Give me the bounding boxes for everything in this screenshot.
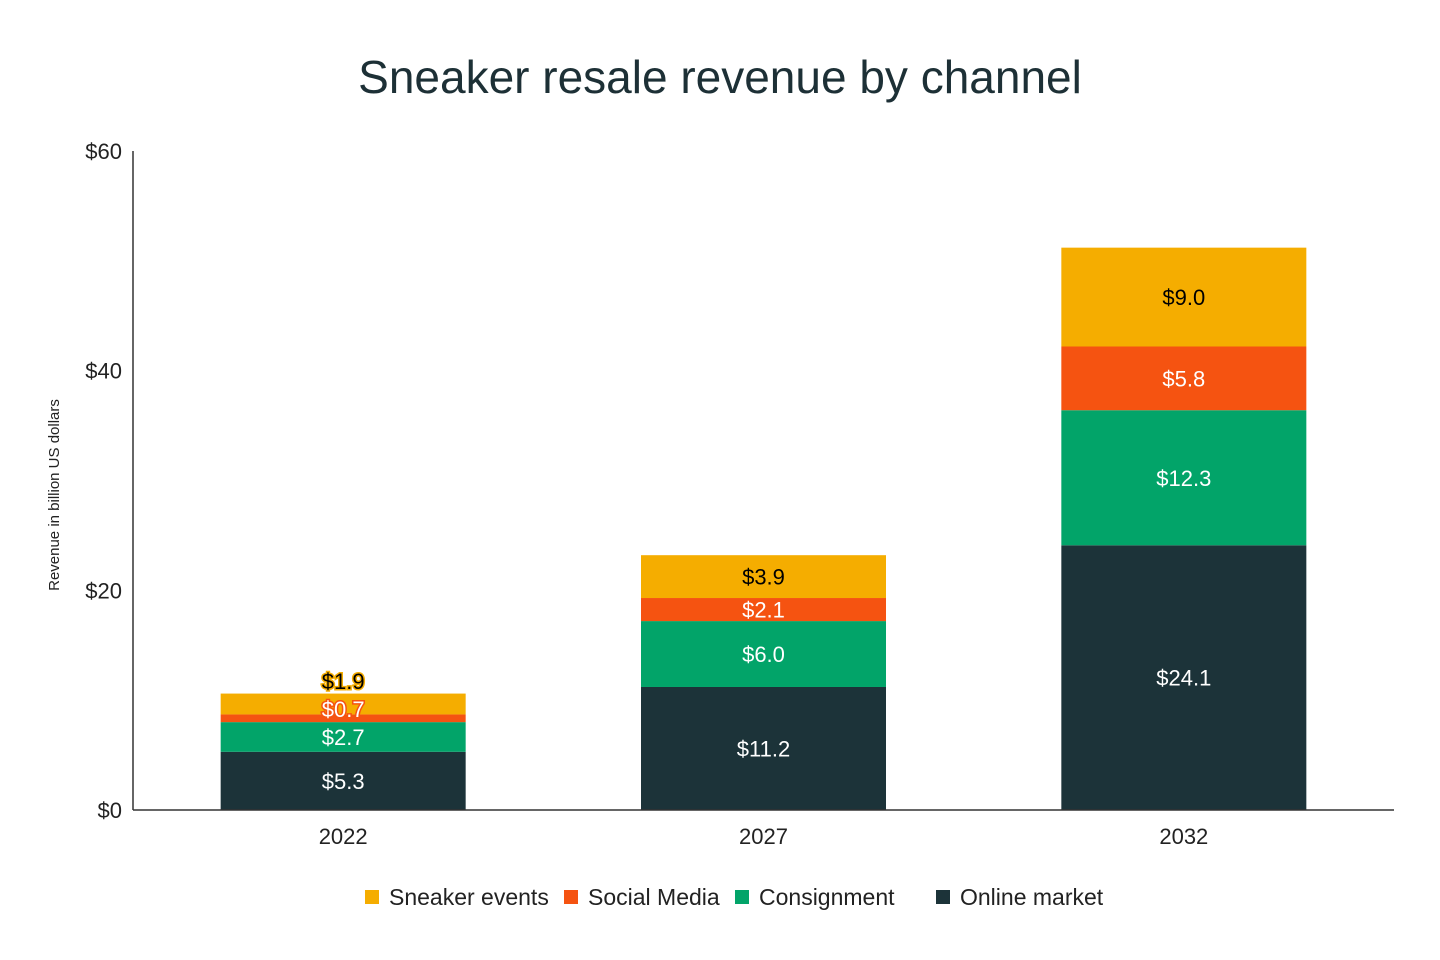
y-axis-label: Revenue in billion US dollars bbox=[46, 399, 63, 591]
legend-label: Sneaker events bbox=[389, 884, 549, 910]
data-label: $3.9 bbox=[742, 565, 785, 590]
x-tick-label: 2022 bbox=[319, 824, 368, 849]
y-tick-label: $40 bbox=[85, 359, 122, 384]
data-label: $12.3 bbox=[1156, 466, 1211, 491]
bar-segment bbox=[1061, 346, 1307, 411]
legend-swatch bbox=[735, 890, 749, 904]
legend-item: Consignment bbox=[735, 884, 895, 910]
legend-swatch bbox=[564, 890, 578, 904]
data-label: $1.9 bbox=[322, 669, 365, 694]
data-label: $5.8 bbox=[1162, 366, 1205, 391]
bar-segment bbox=[641, 686, 886, 810]
chart-title: Sneaker resale revenue by channel bbox=[358, 51, 1082, 103]
x-tick-label: 2032 bbox=[1159, 824, 1208, 849]
data-label: $9.0 bbox=[1162, 285, 1205, 310]
data-label: $0.7 bbox=[322, 697, 365, 722]
legend-swatch bbox=[936, 890, 950, 904]
y-tick-label: $0 bbox=[98, 798, 122, 823]
data-label: $24.1 bbox=[1156, 666, 1211, 691]
bar-segment bbox=[641, 598, 886, 622]
data-label: $11.2 bbox=[737, 736, 790, 761]
legend-item: Social Media bbox=[564, 884, 720, 910]
legend-item: Sneaker events bbox=[365, 884, 549, 910]
data-label: $6.0 bbox=[742, 642, 785, 667]
legend-item: Online market bbox=[936, 884, 1104, 910]
bar-segment bbox=[1061, 247, 1307, 347]
data-label: $2.1 bbox=[742, 598, 785, 623]
bar-segment bbox=[220, 714, 466, 723]
y-tick-label: $20 bbox=[85, 578, 122, 603]
y-tick-label: $60 bbox=[85, 139, 122, 164]
legend-label: Online market bbox=[960, 884, 1104, 910]
bar-segment bbox=[220, 693, 466, 715]
bar-segment bbox=[1061, 410, 1307, 546]
legend-label: Social Media bbox=[588, 884, 720, 910]
bar-segment bbox=[641, 555, 886, 599]
data-label: $5.3 bbox=[322, 769, 365, 794]
legend-swatch bbox=[365, 890, 379, 904]
bar-segment bbox=[220, 751, 466, 810]
x-tick-label: 2027 bbox=[739, 824, 788, 849]
data-label: $2.7 bbox=[322, 725, 365, 750]
bar-segment bbox=[220, 722, 466, 752]
bar-segment bbox=[1061, 545, 1307, 810]
legend-label: Consignment bbox=[759, 884, 895, 910]
bar-segment bbox=[641, 621, 886, 687]
